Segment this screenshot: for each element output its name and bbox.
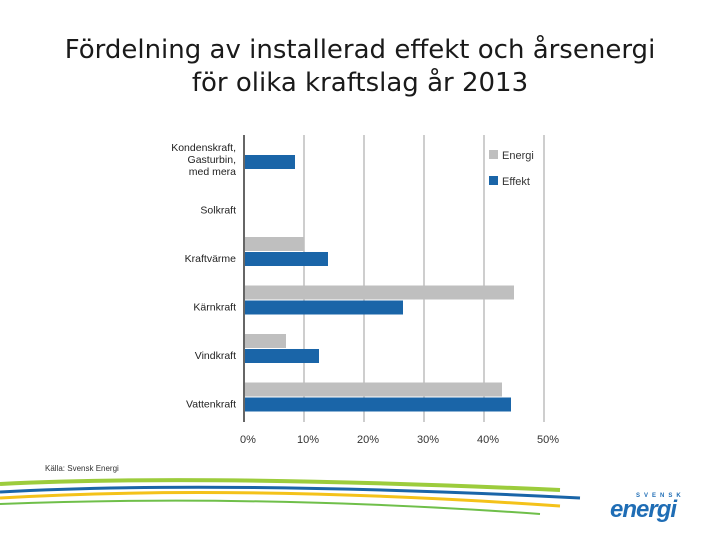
category-label: Solkraft [200,205,236,217]
title-line-1: Fördelning av installerad effekt och års… [64,35,656,65]
category-label: Kraftvärme [185,253,237,265]
bar-effekt [245,349,319,363]
bar-effekt [245,397,511,412]
x-tick-label: 20% [357,434,379,446]
category-label: med mera [189,166,236,178]
x-tick-label: 10% [297,434,319,446]
decorative-swoosh [0,478,581,515]
legend-label-energi: Energi [502,150,534,162]
logo-main-text: energi [610,496,677,523]
x-tick-label: 30% [417,434,439,446]
bar-effekt [245,252,328,266]
bar-effekt [245,300,403,315]
legend-label-effekt: Effekt [502,176,530,188]
legend-swatch-effekt [489,176,498,185]
x-tick-label: 50% [537,434,559,446]
category-label: Kondenskraft, [171,142,236,154]
category-label: Vattenkraft [186,399,236,411]
bar-energi [245,285,514,300]
logo-top-text: SVENSK [636,493,685,499]
source-note: Källa: Svensk Energi [45,464,119,473]
category-label: Gasturbin, [188,154,236,166]
bar-energi [245,237,304,251]
chart-title: Fördelning av installerad effekt och års… [0,34,720,100]
title-line-2: för olika kraftslag år 2013 [191,68,529,98]
legend-swatch-energi [489,150,498,159]
svensk-energi-logo: SVENSK energi [606,490,696,530]
x-tick-label: 40% [477,434,499,446]
category-label: Vindkraft [195,350,236,362]
x-tick-label: 0% [240,434,256,446]
bar-effekt [245,155,295,169]
category-label: Kärnkraft [193,302,236,314]
bar-energi [245,334,286,348]
bar-energi [245,382,502,397]
